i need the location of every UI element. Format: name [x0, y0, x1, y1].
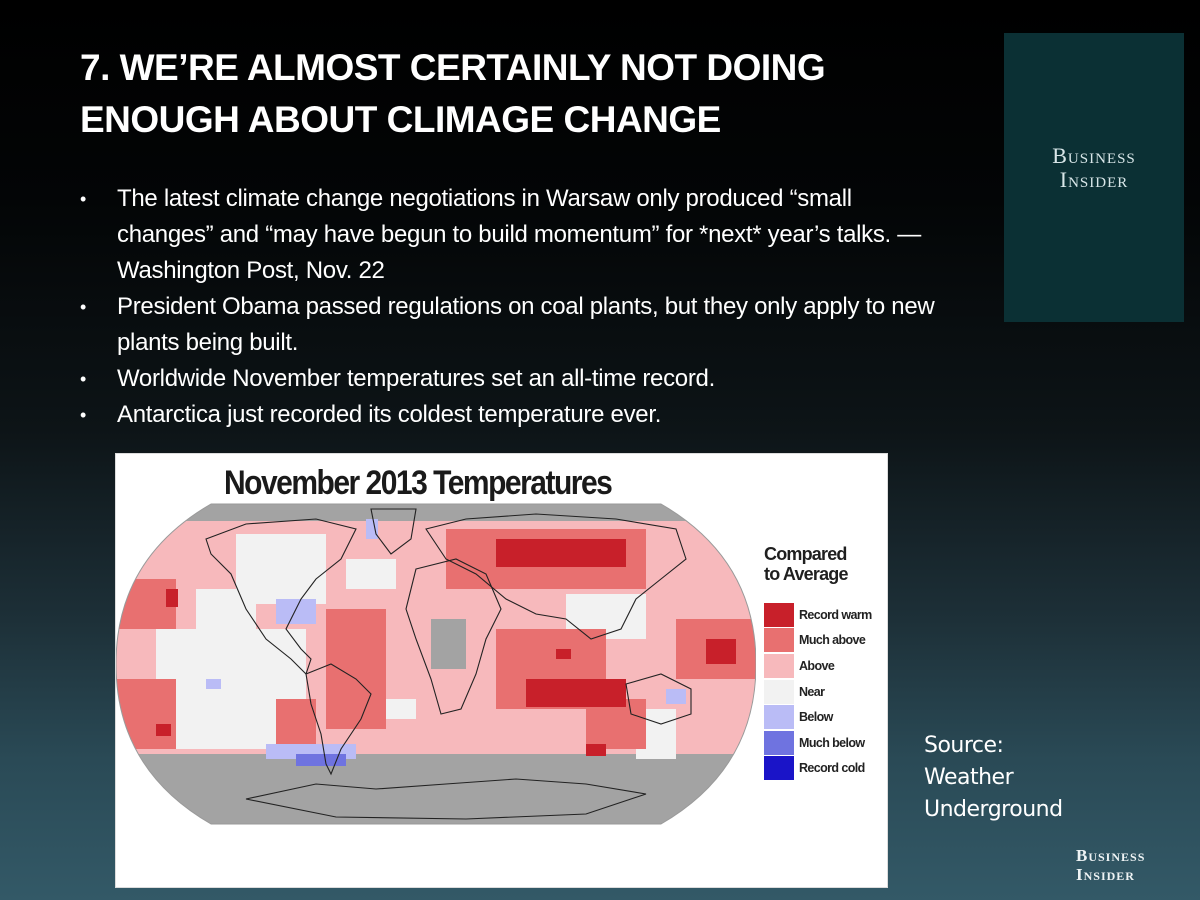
legend-label: Near — [799, 684, 825, 699]
legend-label: Much above — [799, 633, 866, 648]
temperature-map-image: November 2013 Temperatures — [115, 453, 888, 888]
legend-title-line1: Compared — [764, 544, 847, 564]
bullet-text: Worldwide November temperatures set an a… — [117, 365, 715, 392]
legend-swatch — [764, 705, 794, 730]
footer-logo-line-insider: Insider — [1076, 865, 1135, 884]
world-temperature-map — [116, 503, 756, 825]
business-insider-logo-panel: Business Insider — [1004, 33, 1184, 322]
legend-item-record-warm: Record warm — [764, 602, 884, 628]
legend-item-record-cold: Record cold — [764, 756, 884, 782]
legend-label: Record warm — [799, 607, 872, 622]
legend-swatch — [764, 628, 794, 653]
legend-swatch — [764, 730, 794, 755]
slide-title: 7. We’re almost certainly not doing enou… — [80, 47, 826, 140]
bullet-icon: • — [80, 405, 87, 425]
source-line3: Underground — [924, 797, 1063, 822]
footer-business-insider-logo: Business Insider — [1076, 846, 1145, 884]
bullet-icon: • — [80, 297, 87, 317]
legend-title: Compared to Average — [764, 544, 884, 584]
bullet-icon: • — [80, 189, 87, 209]
bullet-item: • President Obama passed regulations on c… — [80, 289, 940, 361]
legend-swatch — [764, 653, 794, 678]
legend-item-near: Near — [764, 679, 884, 705]
legend-swatch — [764, 679, 794, 704]
source-credit: Source: Weather Underground — [924, 730, 1063, 826]
legend-label: Much below — [799, 735, 865, 750]
legend-item-much-below: Much below — [764, 730, 884, 756]
legend-label: Record cold — [799, 761, 865, 776]
legend-title-line2: to Average — [764, 564, 849, 584]
legend-swatch — [764, 602, 794, 627]
legend-item-above: Above — [764, 653, 884, 679]
bullet-text: Antarctica just recorded its coldest tem… — [117, 401, 662, 428]
bullet-icon: • — [80, 369, 87, 389]
bullet-item: • The latest climate change negotiations … — [80, 181, 940, 289]
bullet-item: • Worldwide November temperatures set an … — [80, 361, 940, 397]
legend-label: Above — [799, 658, 835, 673]
logo-line-insider: Insider — [1059, 166, 1129, 192]
logo-line-business: Business — [1052, 142, 1136, 168]
bullet-text: President Obama passed regulations on co… — [117, 293, 935, 356]
legend-item-below: Below — [764, 704, 884, 730]
legend-label: Below — [799, 710, 833, 725]
bullet-list: • The latest climate change negotiations … — [80, 181, 940, 433]
legend-swatch — [764, 756, 794, 781]
bullet-text: The latest climate change negotiations i… — [117, 185, 921, 284]
map-legend: Compared to Average Record warm Much abo… — [764, 544, 884, 781]
source-line1: Source: — [924, 733, 1004, 758]
footer-logo-line-business: Business — [1076, 846, 1146, 865]
source-line2: Weather — [924, 765, 1014, 790]
bullet-item: • Antarctica just recorded its coldest te… — [80, 397, 940, 433]
map-title: November 2013 Temperatures — [224, 464, 613, 502]
legend-item-much-above: Much above — [764, 628, 884, 654]
